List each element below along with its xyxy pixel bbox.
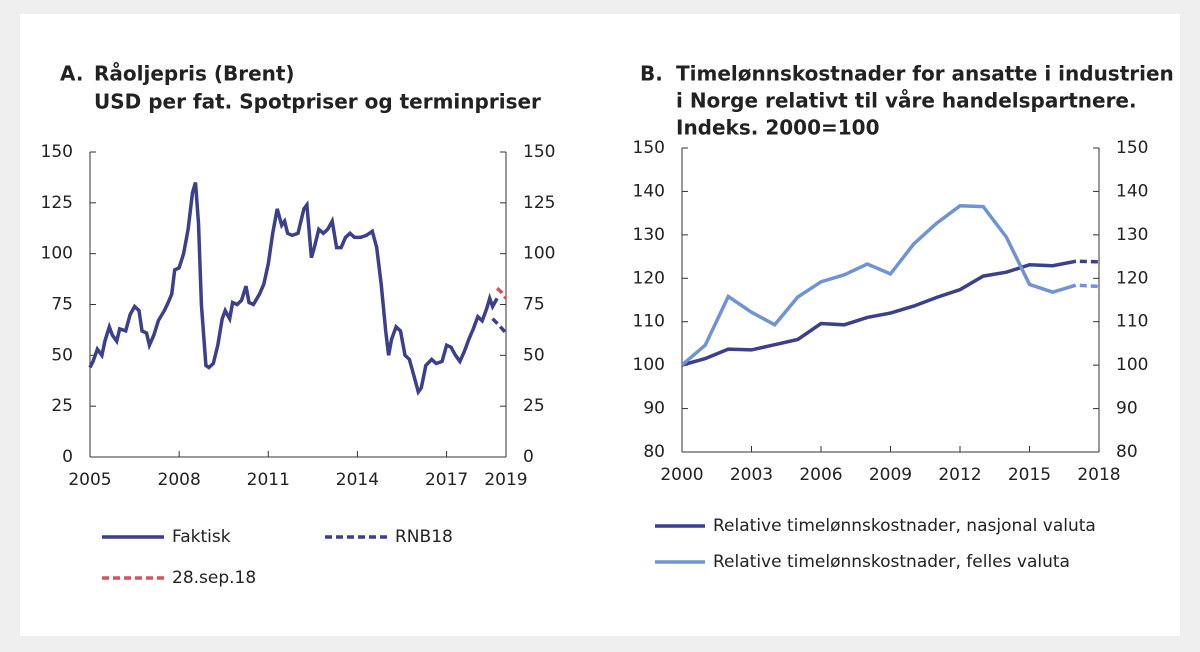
- y2-tick-label: 90: [1116, 399, 1138, 419]
- y2-tick-label: 140: [1116, 181, 1148, 201]
- y2-tick-label: 100: [523, 244, 555, 264]
- x-tick-label: 2006: [799, 465, 842, 485]
- x-tick-label: 2017: [425, 470, 468, 490]
- series-line: [681, 259, 1100, 367]
- x-tick-label: 2019: [484, 470, 527, 490]
- y-tick-label: 50: [51, 345, 73, 365]
- chart-title: Indeks. 2000=100: [676, 116, 880, 140]
- series-line: [495, 286, 508, 300]
- panel: [20, 14, 1180, 636]
- y2-tick-label: 130: [1116, 225, 1148, 245]
- y-tick-label: 120: [633, 268, 665, 288]
- chart-title: i Norge relativt til våre handelspartner…: [676, 89, 1137, 113]
- chart-title: Råoljepris (Brent): [94, 62, 295, 86]
- x-tick-label: 2008: [158, 470, 201, 490]
- y2-tick-label: 75: [523, 295, 545, 315]
- y2-tick-label: 110: [1116, 312, 1148, 332]
- y-tick-label: 110: [633, 312, 665, 332]
- x-tick-label: 2005: [68, 470, 111, 490]
- y-tick-label: 25: [51, 396, 73, 416]
- y-tick-label: 130: [633, 225, 665, 245]
- y-tick-label: 100: [633, 355, 665, 375]
- series-line: [680, 204, 1100, 367]
- x-tick-label: 2015: [1008, 465, 1051, 485]
- y-tick-label: 100: [41, 244, 73, 264]
- chart-title: USD per fat. Spotpriser og terminpriser: [94, 90, 541, 114]
- y-tick-label: 75: [51, 295, 73, 315]
- x-tick-label: 2003: [730, 465, 773, 485]
- x-tick-label: 2009: [869, 465, 912, 485]
- series-line: [88, 182, 499, 396]
- panel-label: A.: [60, 62, 83, 86]
- y-tick-label: 140: [633, 181, 665, 201]
- legend-label: Relative timelønnskostnader, nasjonal va…: [713, 516, 1096, 536]
- y2-tick-label: 25: [523, 396, 545, 416]
- y-tick-label: 150: [633, 138, 665, 158]
- x-tick-label: 2012: [938, 465, 981, 485]
- chart-title: Timelønnskostnader for ansatte i industr…: [676, 62, 1174, 86]
- y-tick-label: 150: [41, 142, 73, 162]
- legend-label: RNB18: [395, 527, 453, 547]
- legend-label: Relative timelønnskostnader, felles valu…: [713, 552, 1070, 572]
- y2-tick-label: 100: [1116, 355, 1148, 375]
- y2-tick-label: 150: [523, 142, 555, 162]
- y-tick-label: 90: [643, 399, 665, 419]
- x-tick-label: 2011: [247, 470, 290, 490]
- legend-label: 28.sep.18: [172, 568, 256, 588]
- y-tick-label: 125: [41, 193, 73, 213]
- y2-tick-label: 0: [523, 447, 534, 467]
- y-tick-label: 0: [62, 447, 73, 467]
- y2-tick-label: 80: [1116, 442, 1138, 462]
- panel-label: B.: [640, 62, 663, 86]
- series-line: [491, 317, 508, 335]
- y2-tick-label: 120: [1116, 268, 1148, 288]
- x-tick-label: 2000: [660, 465, 703, 485]
- x-tick-label: 2014: [336, 470, 379, 490]
- y2-tick-label: 125: [523, 193, 555, 213]
- y2-tick-label: 50: [523, 345, 545, 365]
- legend-label: Faktisk: [172, 527, 231, 547]
- y2-tick-label: 150: [1116, 138, 1148, 158]
- x-tick-label: 2018: [1077, 465, 1120, 485]
- y-tick-label: 80: [643, 442, 665, 462]
